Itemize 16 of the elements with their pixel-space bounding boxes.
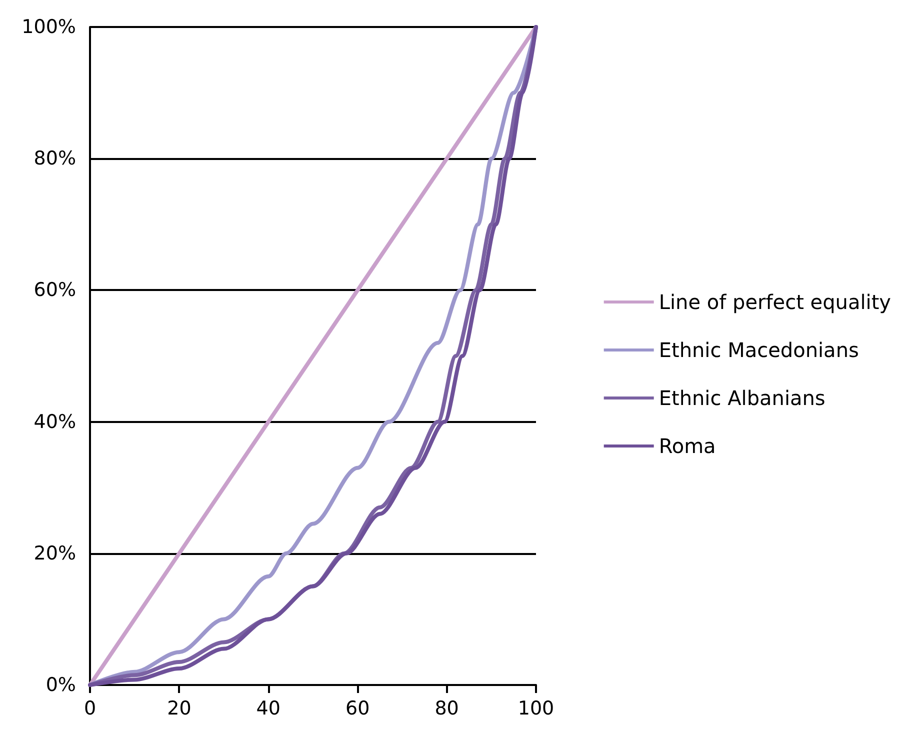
x-tick-label: 0 [84, 698, 96, 720]
legend-label: Roma [658, 434, 716, 458]
x-tick-label: 60 [346, 698, 370, 720]
y-tick-label: 0% [46, 674, 76, 696]
y-tick-label: 100% [22, 16, 76, 38]
y-tick-label: 40% [34, 410, 76, 433]
legend-label: Line of perfect equality [658, 290, 892, 314]
x-tick-label: 100 [518, 698, 554, 720]
x-tick-label: 80 [434, 698, 459, 720]
x-tick-label: 20 [167, 698, 192, 720]
y-tick-label: 20% [34, 542, 76, 564]
y-tick-label: 80% [34, 148, 76, 170]
x-tick-label: 40 [256, 698, 280, 720]
legend-label: Ethnic Albanians [658, 386, 826, 410]
y-tick-label: 60% [34, 279, 76, 302]
legend-label: Ethnic Macedonians [658, 338, 859, 362]
